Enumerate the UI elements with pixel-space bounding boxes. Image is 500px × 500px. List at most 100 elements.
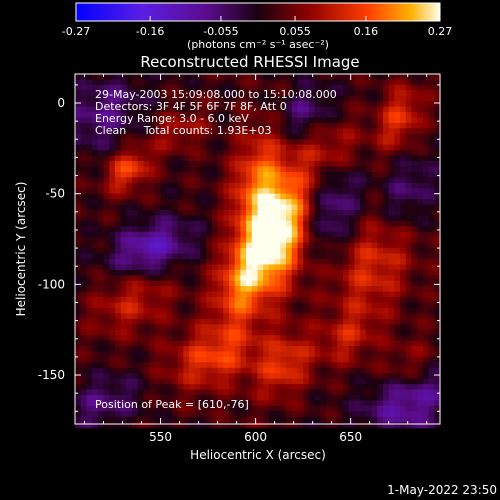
heatmap-cell bbox=[228, 286, 236, 293]
heatmap-cell bbox=[234, 182, 241, 189]
heatmap-cell bbox=[103, 74, 110, 81]
heatmap-cell bbox=[331, 182, 338, 189]
heatmap-cell bbox=[343, 335, 350, 342]
heatmap-cell bbox=[183, 112, 190, 119]
heatmap-cell bbox=[177, 122, 184, 129]
heatmap-cell bbox=[308, 237, 316, 244]
heatmap-cell bbox=[114, 182, 122, 189]
heatmap-cell bbox=[331, 291, 338, 298]
heatmap-cell bbox=[251, 422, 259, 429]
heatmap-cell bbox=[189, 318, 196, 325]
heatmap-cell bbox=[149, 220, 156, 227]
heatmap-cell bbox=[206, 422, 213, 429]
heatmap-cell bbox=[240, 210, 247, 217]
heatmap-cell bbox=[400, 422, 407, 429]
heatmap-cell bbox=[194, 373, 202, 380]
x-tick-label: 650 bbox=[339, 430, 362, 444]
heatmap-cell bbox=[103, 106, 110, 113]
heatmap-cell bbox=[137, 215, 145, 222]
heatmap-cell bbox=[211, 133, 219, 140]
heatmap-cell bbox=[189, 199, 196, 206]
heatmap-cell bbox=[109, 422, 116, 429]
heatmap-cell bbox=[223, 90, 230, 97]
heatmap-cell bbox=[422, 280, 430, 287]
heatmap-cell bbox=[303, 286, 310, 293]
heatmap-cell bbox=[343, 150, 350, 157]
heatmap-cell bbox=[137, 356, 145, 363]
heatmap-cell bbox=[251, 400, 259, 407]
heatmap-cell bbox=[120, 373, 127, 380]
heatmap-cell bbox=[217, 84, 224, 91]
heatmap-cell bbox=[103, 248, 110, 255]
heatmap-cell bbox=[303, 318, 310, 325]
heatmap-cell bbox=[246, 139, 253, 146]
heatmap-cell bbox=[154, 329, 162, 336]
heatmap-cell bbox=[365, 324, 373, 331]
heatmap-cell bbox=[280, 362, 287, 369]
heatmap-cell bbox=[388, 378, 395, 385]
heatmap-cell bbox=[263, 90, 270, 97]
heatmap-cell bbox=[354, 231, 361, 238]
heatmap-cell bbox=[126, 302, 133, 309]
heatmap-cell bbox=[291, 74, 299, 81]
heatmap-cell bbox=[291, 324, 299, 331]
heatmap-cell bbox=[268, 171, 276, 178]
heatmap-cell bbox=[263, 422, 270, 429]
heatmap-cell bbox=[343, 95, 350, 102]
heatmap-cell bbox=[137, 95, 145, 102]
heatmap-cell bbox=[348, 307, 356, 314]
heatmap-cell bbox=[183, 188, 190, 195]
heatmap-cell bbox=[211, 166, 219, 173]
heatmap-cell bbox=[240, 389, 247, 396]
heatmap-cell bbox=[360, 346, 367, 353]
heatmap-cell bbox=[183, 193, 190, 200]
heatmap-cell bbox=[217, 351, 224, 358]
heatmap-cell bbox=[325, 204, 333, 211]
heatmap-cell bbox=[86, 171, 93, 178]
heatmap-cell bbox=[394, 264, 401, 271]
heatmap-cell bbox=[428, 231, 435, 238]
heatmap-cell bbox=[75, 351, 82, 358]
heatmap-cell bbox=[371, 171, 378, 178]
heatmap-cell bbox=[268, 280, 276, 287]
heatmap-cell bbox=[92, 362, 99, 369]
heatmap-cell bbox=[86, 204, 93, 211]
heatmap-cell bbox=[228, 95, 236, 102]
heatmap-cell bbox=[189, 422, 196, 429]
heatmap-cell bbox=[240, 199, 247, 206]
heatmap-cell bbox=[428, 307, 435, 314]
heatmap-cell bbox=[120, 340, 127, 347]
heatmap-cell bbox=[200, 400, 207, 407]
heatmap-cell bbox=[120, 171, 127, 178]
heatmap-cell bbox=[348, 199, 356, 206]
heatmap-cell bbox=[177, 313, 184, 320]
heatmap-cell bbox=[331, 210, 338, 217]
heatmap-cell bbox=[109, 318, 116, 325]
heatmap-cell bbox=[223, 324, 230, 331]
heatmap-cell bbox=[331, 204, 338, 211]
heatmap-cell bbox=[206, 139, 213, 146]
heatmap-cell bbox=[343, 394, 350, 402]
heatmap-cell bbox=[417, 79, 424, 86]
heatmap-cell bbox=[308, 84, 316, 91]
heatmap-cell bbox=[240, 302, 247, 309]
heatmap-cell bbox=[417, 269, 424, 276]
heatmap-cell bbox=[388, 182, 395, 189]
heatmap-cell bbox=[377, 226, 384, 233]
heatmap-cell bbox=[160, 384, 167, 391]
heatmap-cell bbox=[382, 329, 390, 336]
heatmap-cell bbox=[120, 74, 127, 81]
heatmap-cell bbox=[143, 248, 150, 255]
heatmap-cell bbox=[251, 302, 259, 309]
heatmap-cell bbox=[240, 275, 247, 282]
heatmap-cell bbox=[286, 101, 293, 108]
heatmap-cell bbox=[217, 335, 224, 342]
heatmap-cell bbox=[194, 242, 202, 249]
heatmap-cell bbox=[166, 204, 173, 211]
heatmap-cell bbox=[291, 280, 299, 287]
heatmap-cell bbox=[377, 258, 384, 266]
heatmap-cell bbox=[434, 280, 441, 287]
heatmap-cell bbox=[360, 84, 367, 91]
heatmap-cell bbox=[234, 313, 241, 320]
heatmap-cell bbox=[303, 226, 310, 233]
